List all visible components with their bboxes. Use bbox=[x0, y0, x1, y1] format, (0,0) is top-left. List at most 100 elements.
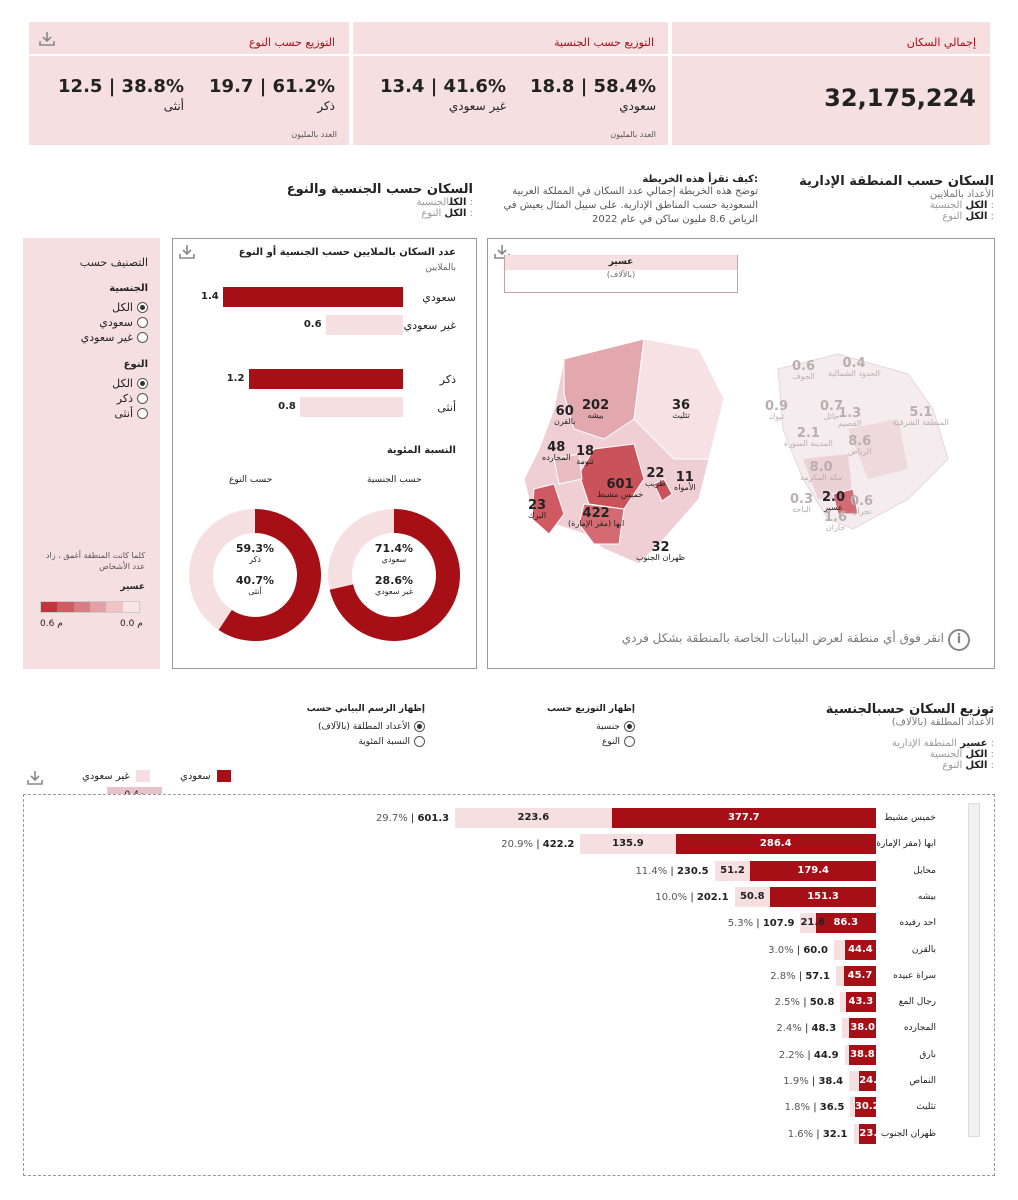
radio-button[interactable] bbox=[414, 721, 425, 732]
ksa-overview-map[interactable] bbox=[758, 349, 953, 534]
radio-chart-absolute[interactable]: (الأعداد المطلقة (بالآلاف bbox=[300, 719, 425, 734]
radio-gender-all[interactable]: الكل bbox=[23, 376, 148, 391]
natgender-section-header: السكان حسب الجنسية والنوع الكلالجنسية : … bbox=[280, 182, 473, 219]
radio-nat-all[interactable]: الكل bbox=[23, 300, 148, 315]
radio-button[interactable] bbox=[137, 408, 148, 419]
radio-chart-percent[interactable]: النسبة المئوية bbox=[300, 734, 425, 749]
radio-button[interactable] bbox=[137, 302, 148, 313]
download-icon[interactable] bbox=[177, 243, 197, 261]
table-row[interactable]: خميس مشيط 377.7 223.6 29.7% | 601.3 bbox=[24, 808, 996, 830]
bar-saudi[interactable]: 38.0 bbox=[849, 1018, 876, 1039]
bar-non-saudi[interactable] bbox=[849, 1071, 860, 1091]
table-row[interactable]: سراة عبيده 45.7 2.8% | 57.1 bbox=[24, 965, 996, 988]
natgender-panel-title: عدد السكان بالملايين حسب الجنسية أو النو… bbox=[238, 247, 456, 258]
radio-gender-female[interactable]: أنثى bbox=[23, 406, 148, 421]
asir-label: 601 خميس مشيط bbox=[597, 477, 644, 499]
table-row[interactable]: تثليث 30.2 1.8% | 36.5 bbox=[24, 1097, 996, 1119]
table-row[interactable]: رجال المع 43.3 2.5% | 50.8 bbox=[24, 992, 996, 1014]
ksa-label: 0.6 الجوف bbox=[792, 359, 816, 381]
radio-nat-saudi[interactable]: سعودي bbox=[23, 315, 148, 330]
kpi-saudi: 18.8 | 58.4% سعودي bbox=[530, 76, 656, 113]
bar-saudi[interactable]: 44.4 bbox=[844, 939, 876, 960]
separator: | bbox=[407, 813, 418, 824]
asir-label: 60 بالقرن bbox=[554, 404, 576, 426]
bar[interactable] bbox=[223, 287, 403, 307]
map-hint: انقر فوق أي منطقة لعرض البيانات الخاصة ب… bbox=[621, 631, 944, 645]
map-how-to-read: كيف تقرأ هذه الخريطة: توضح هذه الخريطة إ… bbox=[503, 174, 758, 225]
ksa-label-asir[interactable]: 2.0 عسير bbox=[822, 490, 846, 512]
row-share: 20.9% bbox=[501, 839, 534, 851]
legend-swatch bbox=[73, 602, 90, 612]
bar[interactable] bbox=[325, 315, 403, 335]
info-icon[interactable]: i bbox=[948, 629, 970, 651]
bar-non-saudi[interactable]: 50.8 bbox=[734, 886, 771, 907]
bar-non-saudi[interactable] bbox=[842, 1018, 850, 1039]
radio-nat-non-saudi[interactable]: غير سعودي bbox=[23, 330, 148, 345]
donut-nat-saudi-value: 71.4% bbox=[374, 542, 414, 555]
bar-saudi[interactable]: 30.2 bbox=[854, 1097, 880, 1118]
bar-non-saudi[interactable] bbox=[850, 1097, 855, 1118]
row-total: 5.3% | 107.9 bbox=[728, 918, 795, 929]
radio-button[interactable] bbox=[414, 736, 425, 747]
bar-saudi[interactable]: 377.7 bbox=[611, 808, 876, 828]
donut-slice-male[interactable] bbox=[218, 509, 321, 641]
radio-button[interactable] bbox=[137, 378, 148, 389]
bar[interactable] bbox=[300, 397, 403, 417]
bar-non-saudi[interactable]: 21.6 bbox=[800, 913, 825, 934]
bar-saudi[interactable]: 23.7 bbox=[859, 1123, 884, 1144]
table-row[interactable]: ظهران الجنوب 23.7 1.6% | 32.1 bbox=[24, 1123, 996, 1146]
bar-non-saudi[interactable]: 51.2 bbox=[714, 860, 751, 881]
bar-non-saudi[interactable] bbox=[836, 965, 844, 986]
radio-button[interactable] bbox=[137, 317, 148, 328]
table-row[interactable]: بيشه 151.3 50.8 10.0% | 202.1 bbox=[24, 886, 996, 909]
asir-label: 202 بيشه bbox=[582, 398, 610, 420]
bar-saudi[interactable]: 38.8 bbox=[848, 1044, 876, 1065]
bar-non-saudi[interactable] bbox=[853, 1123, 860, 1144]
radio-gender-male[interactable]: ذكر bbox=[23, 391, 148, 406]
row-share: 10.0% bbox=[655, 891, 688, 903]
bar-non-saudi[interactable]: 223.6 bbox=[455, 808, 612, 828]
row-total-value: 107.9 bbox=[762, 918, 795, 930]
table-row[interactable]: محايل 179.4 51.2 11.4% | 230.5 bbox=[24, 860, 996, 883]
show-dist-control: إظهار التوزيع حسب جنسية النوع bbox=[540, 704, 635, 749]
donut-slice-saudi[interactable] bbox=[329, 509, 460, 641]
radio-dist-nationality[interactable]: جنسية bbox=[540, 719, 635, 734]
kpi-female: 12.5 | 38.8% أنثى bbox=[58, 76, 184, 113]
bar-value-label: 1.4 bbox=[201, 291, 219, 302]
radio-button[interactable] bbox=[624, 721, 635, 732]
download-icon[interactable] bbox=[37, 30, 57, 48]
bar-saudi[interactable]: 24.0 bbox=[859, 1071, 884, 1091]
asir-map[interactable] bbox=[524, 339, 734, 569]
legend-swatch bbox=[89, 602, 107, 612]
table-row[interactable]: احد رفيده 86.3 21.6 5.3% | 107.9 bbox=[24, 913, 996, 935]
asir-label: 18 تنومة bbox=[576, 444, 595, 466]
bar-saudi[interactable]: 179.4 bbox=[750, 860, 876, 881]
table-row[interactable]: بارق 38.8 2.2% | 44.9 bbox=[24, 1044, 996, 1067]
bar-non-saudi[interactable] bbox=[834, 939, 845, 960]
table-row[interactable]: المجارده 38.0 2.4% | 48.3 bbox=[24, 1018, 996, 1040]
bar-non-saudi[interactable]: 135.9 bbox=[580, 834, 676, 855]
row-label: بيشه bbox=[917, 891, 936, 902]
bar-saudi[interactable]: 43.3 bbox=[845, 992, 876, 1013]
bar[interactable] bbox=[248, 369, 403, 389]
scrollbar[interactable] bbox=[968, 803, 980, 1137]
bar-non-saudi[interactable] bbox=[840, 992, 846, 1013]
bar-saudi[interactable]: 286.4 bbox=[675, 834, 876, 855]
natgender-bar-chart: 1.4 سعودي 0.6 غير سعودي 1.2 ذكر 0.8 أنثى bbox=[173, 279, 478, 439]
radio-button[interactable] bbox=[137, 393, 148, 404]
bar-non-saudi[interactable] bbox=[844, 1044, 849, 1065]
table-row[interactable]: النماص 24.0 1.9% | 38.4 bbox=[24, 1071, 996, 1093]
bar-saudi[interactable]: 151.3 bbox=[770, 886, 876, 907]
kpi-gender-note: العدد بالمليون bbox=[291, 130, 337, 139]
radio-button[interactable] bbox=[624, 736, 635, 747]
table-row[interactable]: بالقرن 44.4 3.0% | 60.0 bbox=[24, 939, 996, 962]
radio-button[interactable] bbox=[137, 332, 148, 343]
download-icon[interactable] bbox=[25, 769, 45, 787]
asir-label: 22 طريب bbox=[645, 466, 666, 488]
radio-dist-gender[interactable]: النوع bbox=[540, 734, 635, 749]
row-total-value: 36.5 bbox=[819, 1102, 845, 1114]
ksa-label: 0.4 الحدود الشمالية bbox=[828, 356, 880, 378]
bar-saudi[interactable]: 86.3 bbox=[815, 913, 876, 934]
bar-saudi[interactable]: 45.7 bbox=[844, 965, 876, 986]
table-row[interactable]: ابها (مقر الإمارة) 286.4 135.9 20.9% | 422.… bbox=[24, 834, 996, 856]
